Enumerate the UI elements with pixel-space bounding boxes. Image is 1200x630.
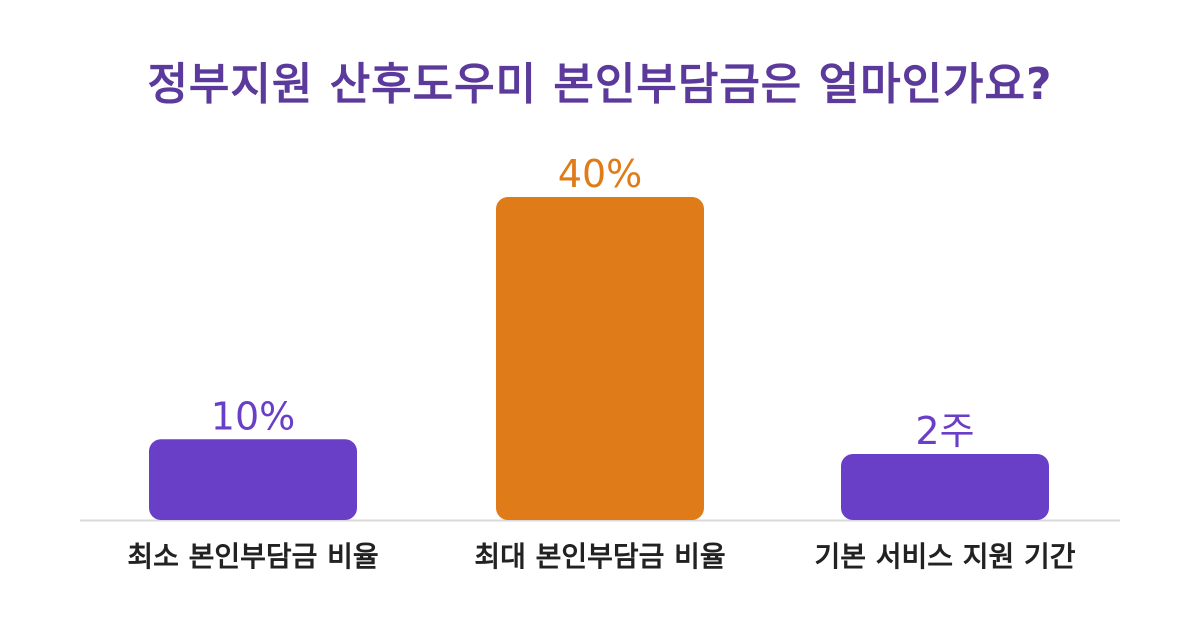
- bar-3: [841, 454, 1049, 520]
- value-label-1: 10%: [211, 394, 295, 438]
- category-label-1: 최소 본인부담금 비율: [127, 540, 378, 573]
- chart-title: 정부지원 산후도우미 본인부담금은 얼마인가요?: [147, 59, 1053, 110]
- category-label-3: 기본 서비스 지원 기간: [814, 540, 1075, 573]
- value-label-3: 2주: [915, 409, 974, 453]
- bars-group: [149, 197, 1049, 520]
- bar-1: [149, 439, 357, 520]
- value-label-2: 40%: [558, 152, 642, 196]
- bar-2: [496, 197, 704, 520]
- category-label-2: 최대 본인부담금 비율: [474, 540, 725, 573]
- category-labels-group: 최소 본인부담금 비율 최대 본인부담금 비율 기본 서비스 지원 기간: [127, 540, 1075, 573]
- value-labels-group: 10% 40% 2주: [211, 152, 975, 453]
